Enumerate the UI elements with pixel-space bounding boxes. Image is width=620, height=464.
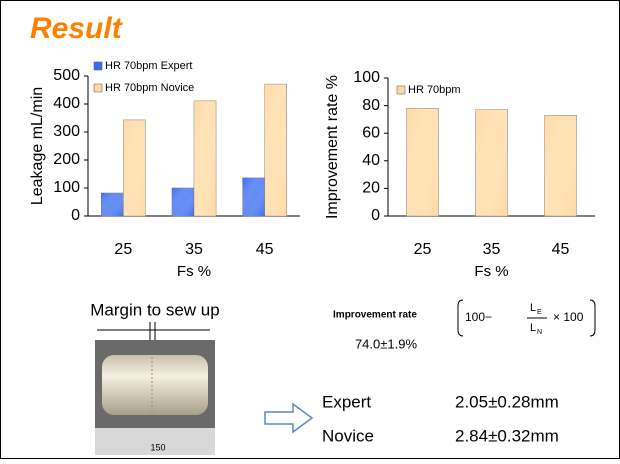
y-tick-label: 400 [53, 95, 80, 112]
y-tick-label: 500 [53, 67, 80, 84]
x-axis-label: Fs % [474, 263, 508, 280]
photo: 150 [95, 340, 215, 455]
bar-shade [545, 115, 577, 216]
improvement-label: Improvement rate [333, 310, 417, 321]
legend-swatch [94, 84, 102, 92]
legend-label: HR 70bpm Expert [105, 60, 192, 72]
x-tick-label: 45 [256, 241, 274, 258]
y-tick-label: 0 [71, 207, 80, 224]
x-tick-label: 35 [185, 241, 203, 258]
result-value: 2.05±0.28mm [455, 392, 559, 411]
result-group: Expert [322, 392, 371, 411]
y-tick-label: 60 [362, 124, 380, 141]
bar-shade [243, 178, 265, 216]
result-value: 2.84±0.32mm [455, 426, 559, 445]
legend-swatch [94, 62, 102, 70]
x-tick-label: 45 [552, 241, 570, 258]
margin-caption: Margin to sew up [90, 300, 219, 319]
y-tick-label: 80 [362, 97, 380, 114]
legend-label: HR 70bpm [408, 84, 461, 96]
y-tick-label: 300 [53, 123, 80, 140]
y-tick-label: 200 [53, 151, 80, 168]
formula-tail: × 100 [553, 310, 584, 324]
x-tick-label: 25 [414, 241, 432, 258]
y-axis-label: Improvement rate % [324, 75, 341, 219]
formula-lead: 100− [465, 310, 492, 324]
y-tick-label: 100 [353, 69, 380, 86]
y-tick-label: 0 [371, 207, 380, 224]
x-tick-label: 35 [483, 241, 501, 258]
formula-numerator: L [530, 302, 536, 314]
bar-shade [476, 110, 508, 216]
y-tick-label: 40 [362, 152, 380, 169]
formula-denominator-sub: N [537, 329, 542, 336]
bar-shade [123, 120, 145, 216]
x-axis-label: Fs % [177, 263, 211, 280]
legend-label: HR 70bpm Novice [105, 82, 194, 94]
legend-swatch [397, 86, 405, 94]
bar-shade [265, 84, 287, 216]
bar-shade [101, 193, 123, 216]
bar-shade [194, 101, 216, 216]
bar-shade [407, 108, 439, 216]
slide-title: Result [30, 12, 124, 45]
formula-numerator-sub: E [537, 309, 542, 316]
improvement-value: 74.0±1.9% [355, 336, 418, 351]
y-tick-label: 100 [53, 179, 80, 196]
formula-denominator: L [530, 322, 536, 334]
result-group: Novice [322, 426, 374, 445]
ruler-label: 150 [150, 442, 165, 452]
bar-shade [172, 188, 194, 216]
y-axis-label: Leakage mL/min [29, 87, 46, 205]
slide-frame [1, 1, 620, 459]
x-tick-label: 25 [114, 241, 132, 258]
y-tick-label: 20 [362, 180, 380, 197]
slide: Result Margin to sew up 150 Improvement … [0, 0, 620, 459]
